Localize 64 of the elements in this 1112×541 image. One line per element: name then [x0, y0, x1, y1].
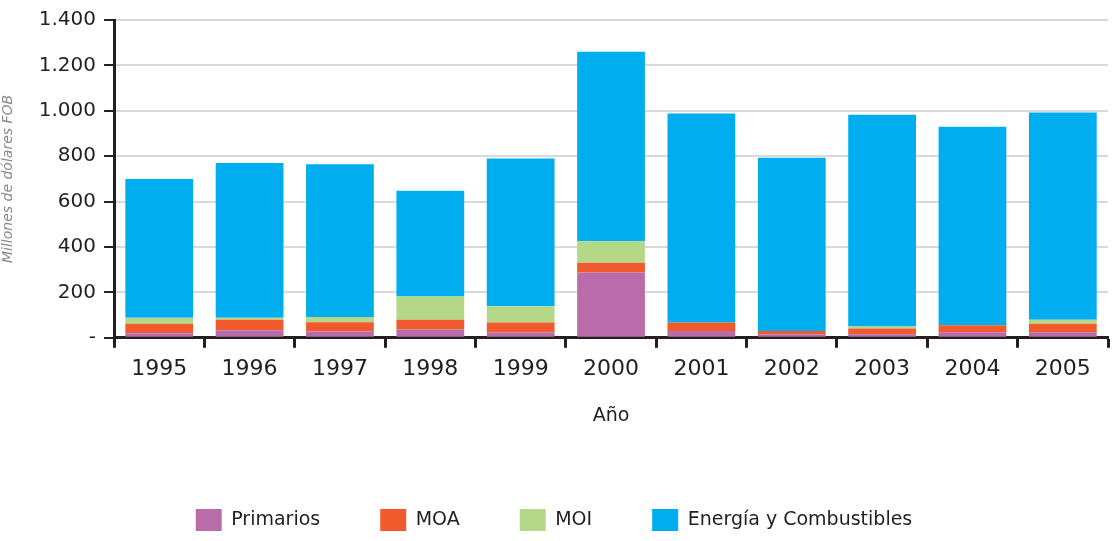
x-tick-label: 2002 [763, 354, 820, 380]
bar [125, 323, 194, 334]
x-tick-label: 2004 [944, 354, 1001, 380]
bar [577, 51, 645, 242]
bar [757, 330, 826, 335]
y-tick-label: 400 [57, 233, 97, 258]
bar [848, 114, 916, 327]
bar [938, 332, 1007, 337]
bar [667, 330, 736, 337]
bar [848, 326, 916, 329]
bar [667, 113, 736, 323]
bar [125, 178, 194, 318]
bar [215, 319, 284, 331]
y-tick-label: 800 [57, 142, 97, 167]
y-tick-label: 1.200 [38, 51, 97, 76]
y-tick-label: 200 [57, 278, 97, 303]
x-tick-label: 1996 [221, 354, 278, 380]
bar [757, 157, 826, 331]
bar [577, 262, 645, 273]
y-tick-label: 1.400 [38, 6, 97, 31]
bar [1028, 332, 1097, 337]
bar [577, 272, 645, 337]
bar [1028, 323, 1097, 333]
x-tick-label: 2005 [1034, 354, 1091, 380]
x-tick-label: 1995 [131, 354, 188, 380]
bar [396, 329, 465, 337]
y-axis-title: Millones de dólares FOB [0, 94, 16, 264]
bar [667, 322, 736, 331]
bar [396, 319, 465, 330]
bar [396, 190, 465, 297]
bar [486, 332, 555, 337]
x-tick-label: 1998 [402, 354, 459, 380]
bar [938, 126, 1007, 326]
bar [577, 241, 645, 263]
bar [306, 322, 374, 332]
bar [125, 333, 194, 337]
bar [486, 322, 555, 333]
bar [486, 306, 555, 323]
x-tick-label: 2000 [583, 354, 640, 380]
bar [1028, 319, 1097, 324]
bar [215, 330, 284, 337]
bar [848, 334, 916, 337]
bar [486, 158, 555, 307]
bar [938, 325, 1007, 333]
legend-label: MOA [415, 506, 460, 529]
y-tick-label: - [88, 324, 97, 348]
x-tick-label: 1997 [311, 354, 368, 380]
legend-label: Energía y Combustibles [687, 506, 913, 529]
bar [848, 328, 916, 335]
x-tick-label: 2003 [854, 354, 911, 380]
x-tick-label: 1999 [492, 354, 549, 380]
bar [306, 164, 374, 317]
bar [1028, 112, 1097, 320]
bar [396, 296, 465, 320]
y-tick-label: 1.000 [38, 97, 97, 121]
bar [306, 316, 374, 323]
y-tick-label: 600 [57, 187, 97, 212]
bar [215, 163, 284, 318]
bar [125, 317, 194, 324]
legend-label: Primarios [231, 506, 321, 529]
bar [306, 331, 374, 337]
legend-label: MOI [555, 506, 593, 529]
x-tick-label: 2001 [673, 354, 730, 380]
x-axis-title: Año [592, 402, 630, 425]
